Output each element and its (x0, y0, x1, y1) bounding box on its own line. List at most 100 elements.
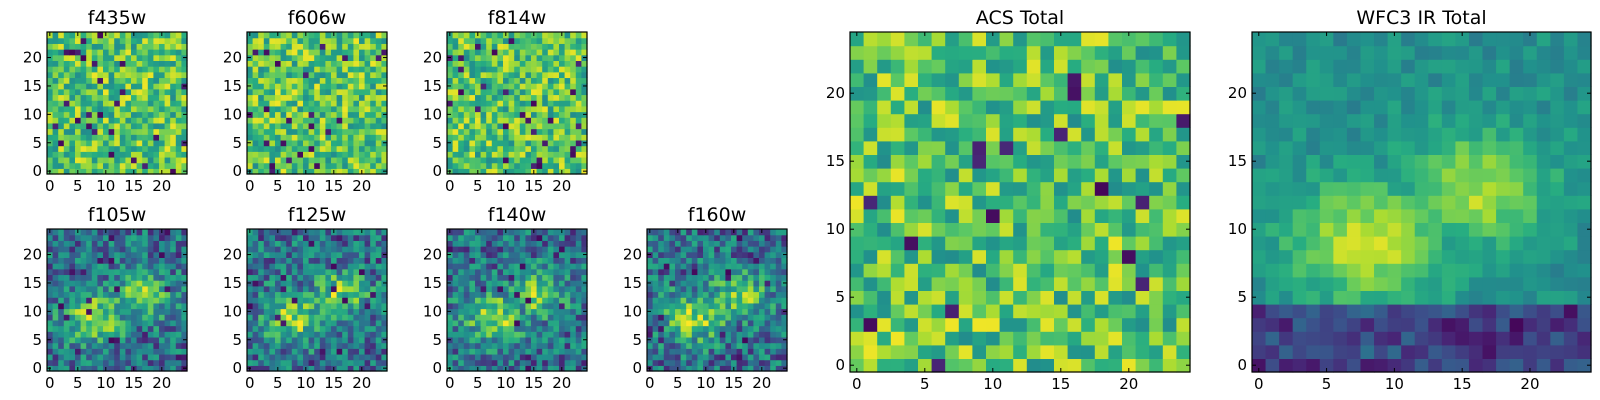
heatmap-cell (136, 105, 143, 113)
heatmap-cell (850, 168, 865, 183)
heatmap-cell (63, 43, 70, 50)
heatmap-cell (863, 304, 878, 319)
heatmap-cell (570, 251, 577, 258)
heatmap-cell (759, 325, 766, 332)
heatmap-cell (508, 117, 515, 124)
heatmap-cell (458, 66, 465, 73)
heatmap-cell (325, 229, 332, 236)
heatmap-cell (370, 83, 377, 90)
heatmap-cell (945, 236, 960, 251)
heatmap-cell (890, 276, 905, 291)
heatmap-cell (314, 117, 321, 124)
heatmap-cell (263, 251, 270, 258)
heatmap-cell (525, 111, 532, 118)
heatmap-cell (691, 297, 698, 304)
y-tick-label: 0 (232, 162, 242, 180)
heatmap-cell (364, 229, 371, 236)
heatmap-cell (570, 134, 577, 141)
heatmap-cell (91, 353, 98, 361)
heatmap-cell (142, 336, 149, 344)
heatmap-cell (486, 83, 493, 90)
heatmap-cell (364, 151, 371, 158)
x-tick-label: 20 (152, 374, 171, 392)
heatmap-cell (658, 336, 665, 344)
heatmap-cell (308, 359, 315, 366)
heatmap-cell (131, 139, 138, 147)
heatmap-cell (536, 168, 543, 175)
heatmap-cell (181, 151, 188, 158)
heatmap-cell (375, 297, 382, 304)
heatmap-cell (514, 234, 521, 241)
heatmap-cell (263, 100, 270, 107)
heatmap-cell (103, 100, 110, 107)
heatmap-cell (175, 134, 182, 141)
heatmap-cell (1135, 249, 1150, 264)
heatmap-cell (1176, 358, 1191, 373)
heatmap-cell (136, 100, 143, 107)
heatmap-cell (297, 291, 304, 298)
heatmap-cell (97, 151, 104, 158)
heatmap-cell (945, 290, 960, 305)
heatmap-cell (58, 145, 65, 152)
heatmap-cell (131, 331, 138, 338)
heatmap-cell (103, 251, 110, 258)
heatmap-cell (69, 60, 76, 67)
heatmap-cell (114, 151, 121, 158)
heatmap-cell (1108, 358, 1123, 373)
heatmap-cell (263, 77, 270, 84)
heatmap-cell (52, 234, 59, 241)
heatmap-cell (364, 319, 371, 327)
heatmap-cell (575, 100, 582, 107)
heatmap-cell (686, 348, 693, 355)
heatmap-cell (52, 336, 59, 344)
heatmap-cell (142, 128, 149, 135)
heatmap-cell (475, 302, 482, 310)
heatmap-cell (331, 308, 338, 315)
heatmap-cell (247, 77, 254, 84)
heatmap-cell (775, 319, 782, 327)
heatmap-cell (308, 302, 315, 310)
heatmap-cell (452, 285, 459, 293)
heatmap-cell (153, 285, 160, 293)
heatmap-cell (452, 280, 459, 287)
heatmap-cell (258, 151, 265, 158)
heatmap-cell (553, 134, 560, 141)
heatmap-cell (508, 319, 515, 327)
heatmap-cell (269, 297, 276, 304)
heatmap-cell (114, 60, 121, 67)
heatmap-cell (331, 285, 338, 293)
heatmap-cell (475, 139, 482, 147)
heatmap-cell (91, 246, 98, 253)
heatmap-cell (564, 151, 571, 158)
heatmap-cell (553, 71, 560, 79)
heatmap-cell (325, 302, 332, 310)
heatmap-cell (542, 100, 549, 107)
heatmap-cell (286, 122, 293, 130)
heatmap-cell (508, 111, 515, 118)
heatmap-cell (491, 240, 498, 247)
heatmap-cell (164, 274, 171, 281)
heatmap-cell (669, 348, 676, 355)
heatmap-cell (675, 314, 682, 321)
heatmap-cell (114, 32, 121, 39)
heatmap-cell (91, 162, 98, 169)
heatmap-cell (486, 246, 493, 253)
heatmap-cell (475, 151, 482, 158)
heatmap-cell (69, 151, 76, 158)
heatmap-cell (686, 314, 693, 321)
heatmap-cell (525, 319, 532, 327)
heatmap-cell (258, 60, 265, 67)
heatmap-cell (564, 257, 571, 264)
heatmap-cell (181, 246, 188, 253)
heatmap-cell (686, 251, 693, 258)
heatmap-cell (170, 319, 177, 327)
heatmap-cell (164, 353, 171, 361)
heatmap-cell (747, 365, 754, 372)
heatmap-cell (503, 37, 510, 44)
heatmap-cell (1040, 276, 1055, 291)
heatmap-cell (570, 240, 577, 247)
heatmap-cell (486, 274, 493, 281)
heatmap-cell (703, 319, 710, 327)
heatmap-cell (564, 302, 571, 310)
heatmap-cell (286, 83, 293, 90)
